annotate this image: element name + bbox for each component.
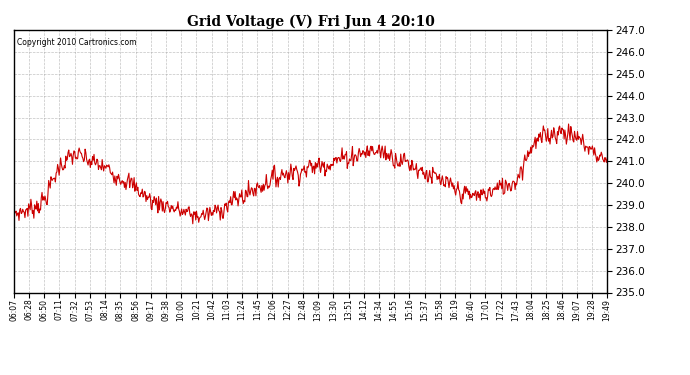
Title: Grid Voltage (V) Fri Jun 4 20:10: Grid Voltage (V) Fri Jun 4 20:10: [186, 15, 435, 29]
Text: Copyright 2010 Cartronics.com: Copyright 2010 Cartronics.com: [17, 38, 136, 47]
